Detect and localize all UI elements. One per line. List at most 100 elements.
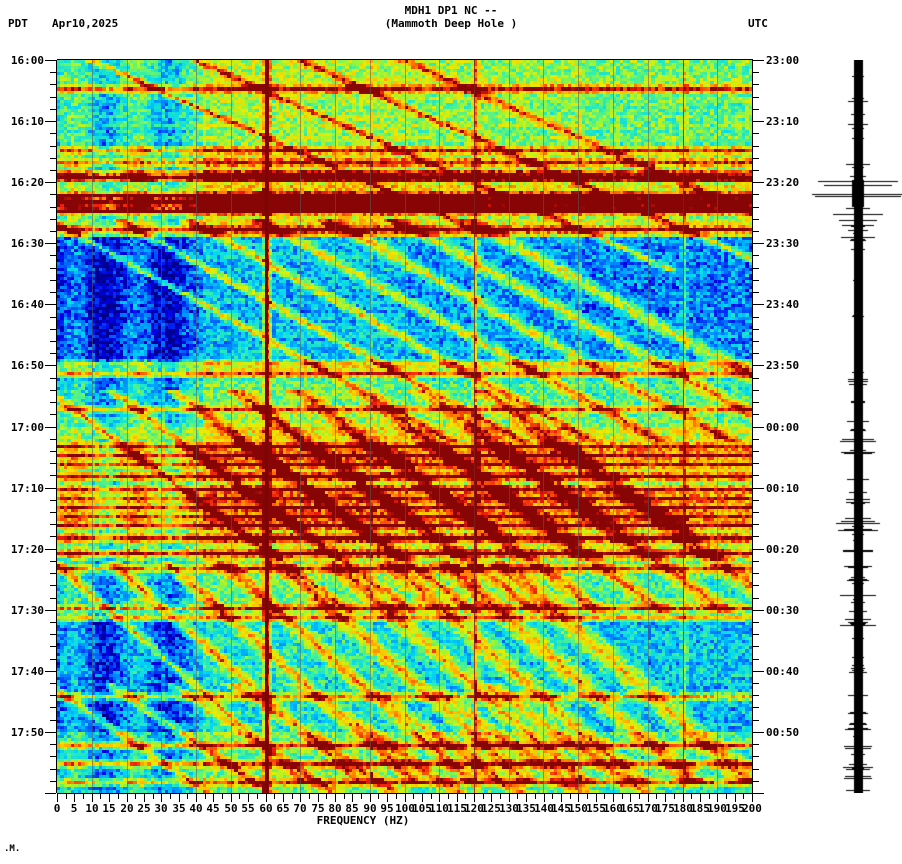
seismogram-trace[interactable] xyxy=(806,60,902,793)
x-axis-major-tick xyxy=(92,794,93,802)
y-axis-right-label: 23:10 xyxy=(766,115,800,128)
y-axis-left-minor-tick xyxy=(50,170,56,171)
y-axis-right-major-tick xyxy=(753,182,764,183)
y-axis-left-label: 17:10 xyxy=(10,482,44,495)
x-axis-major-tick xyxy=(491,794,492,802)
x-axis-minor-tick xyxy=(535,794,536,799)
y-axis-right-minor-tick xyxy=(753,439,759,440)
x-axis-major-tick xyxy=(683,794,684,802)
y-axis-left-minor-tick xyxy=(50,158,56,159)
x-axis-minor-tick xyxy=(413,794,414,799)
x-axis-tick-label: 75 xyxy=(311,802,325,815)
y-axis-left-minor-tick xyxy=(50,268,56,269)
y-axis-right-label: 00:50 xyxy=(766,726,800,739)
x-axis-minor-tick xyxy=(326,794,327,799)
y-axis-left-minor-tick xyxy=(50,720,56,721)
x-axis-minor-tick xyxy=(500,794,501,799)
x-axis-minor-tick xyxy=(361,794,362,799)
y-axis-left-minor-tick xyxy=(50,536,56,537)
x-axis-major-tick xyxy=(387,794,388,802)
y-axis-left-minor-tick xyxy=(50,707,56,708)
x-axis-minor-tick xyxy=(100,794,101,799)
x-axis-tick-label: 160 xyxy=(603,802,623,815)
y-axis-left-minor-tick xyxy=(50,524,56,525)
x-axis-title-text: FREQUENCY (HZ) xyxy=(316,814,410,827)
timezone-right-label: UTC xyxy=(748,17,768,30)
y-axis-right-minor-tick xyxy=(753,158,759,159)
y-axis-right-line xyxy=(752,60,753,793)
x-axis-major-tick xyxy=(248,794,249,802)
y-axis-right-minor-tick xyxy=(753,500,759,501)
spectrogram-plot-area[interactable] xyxy=(57,60,752,793)
x-axis-minor-tick xyxy=(66,794,67,799)
y-axis-right-minor-tick xyxy=(753,84,759,85)
y-axis-left-minor-tick xyxy=(50,133,56,134)
y-axis-left-label: 17:40 xyxy=(10,665,44,678)
x-axis-major-tick xyxy=(665,794,666,802)
y-axis-left-label: 16:00 xyxy=(10,54,44,67)
x-axis-minor-tick xyxy=(135,794,136,799)
x-axis-major-tick xyxy=(752,794,753,802)
x-axis-minor-tick xyxy=(396,794,397,799)
x-axis-tick-label: 140 xyxy=(534,802,554,815)
x-axis-tick-label: 80 xyxy=(328,802,342,815)
x-axis-major-tick xyxy=(266,794,267,802)
x-axis-tick-label: 60 xyxy=(259,802,273,815)
x-axis-major-tick xyxy=(596,794,597,802)
x-axis-major-tick xyxy=(161,794,162,802)
x-axis-title: FREQUENCY (HZ) xyxy=(0,814,902,827)
x-axis-tick-label: 30 xyxy=(154,802,168,815)
x-axis-minor-tick xyxy=(709,794,710,799)
y-axis-left-minor-tick xyxy=(50,146,56,147)
y-axis-right-minor-tick xyxy=(753,170,759,171)
y-axis-right-label: 00:20 xyxy=(766,543,800,556)
y-axis-left-minor-tick xyxy=(50,744,56,745)
spectrogram-image[interactable] xyxy=(57,60,752,793)
spectrogram-canvas[interactable] xyxy=(57,60,752,793)
y-axis-right-minor-tick xyxy=(753,292,759,293)
y-axis-left-major-tick xyxy=(45,610,56,611)
y-axis-left-major-tick xyxy=(45,121,56,122)
y-axis-left-major-tick xyxy=(45,671,56,672)
x-axis-minor-tick xyxy=(170,794,171,799)
x-axis-tick-label: 190 xyxy=(707,802,727,815)
x-axis-minor-tick xyxy=(118,794,119,799)
y-axis-left-label: 17:50 xyxy=(10,726,44,739)
y-axis-right-minor-tick xyxy=(753,353,759,354)
x-axis-minor-tick xyxy=(205,794,206,799)
y-axis-right-minor-tick xyxy=(753,402,759,403)
x-axis-major-tick xyxy=(127,794,128,802)
y-axis-right-minor-tick xyxy=(753,97,759,98)
y-axis-left-minor-tick xyxy=(50,329,56,330)
x-axis-tick-label: 45 xyxy=(206,802,220,815)
y-axis-right-label: 00:30 xyxy=(766,604,800,617)
x-axis-minor-tick xyxy=(587,794,588,799)
y-axis-left-minor-tick xyxy=(50,72,56,73)
x-axis-minor-tick xyxy=(604,794,605,799)
y-axis-left-minor-tick xyxy=(50,317,56,318)
x-axis-minor-tick xyxy=(431,794,432,799)
y-axis-left-minor-tick xyxy=(50,463,56,464)
y-axis-right-major-tick xyxy=(753,488,764,489)
x-axis-tick-label: 35 xyxy=(172,802,186,815)
y-axis-right-minor-tick xyxy=(753,695,759,696)
x-axis-minor-tick xyxy=(622,794,623,799)
y-axis-right-major-tick xyxy=(753,304,764,305)
y-axis-right-minor-tick xyxy=(753,524,759,525)
x-axis-major-tick xyxy=(405,794,406,802)
y-axis-left-minor-tick xyxy=(50,683,56,684)
seismogram-canvas[interactable] xyxy=(806,60,902,793)
y-axis-right-minor-tick xyxy=(753,414,759,415)
y-axis-left-minor-tick xyxy=(50,769,56,770)
x-axis-tick-label: 5 xyxy=(70,802,78,815)
y-axis-right-major-tick xyxy=(753,427,764,428)
y-axis-left-minor-tick xyxy=(50,414,56,415)
x-axis-tick-label: 195 xyxy=(725,802,745,815)
station-name-title: (Mammoth Deep Hole ) xyxy=(384,17,518,30)
x-axis-major-tick xyxy=(457,794,458,802)
y-axis-right-minor-tick xyxy=(753,634,759,635)
y-axis-right-major-tick xyxy=(753,365,764,366)
y-axis-left-major-tick xyxy=(45,60,56,61)
y-axis-right-minor-tick xyxy=(753,573,759,574)
x-axis-major-tick xyxy=(735,794,736,802)
